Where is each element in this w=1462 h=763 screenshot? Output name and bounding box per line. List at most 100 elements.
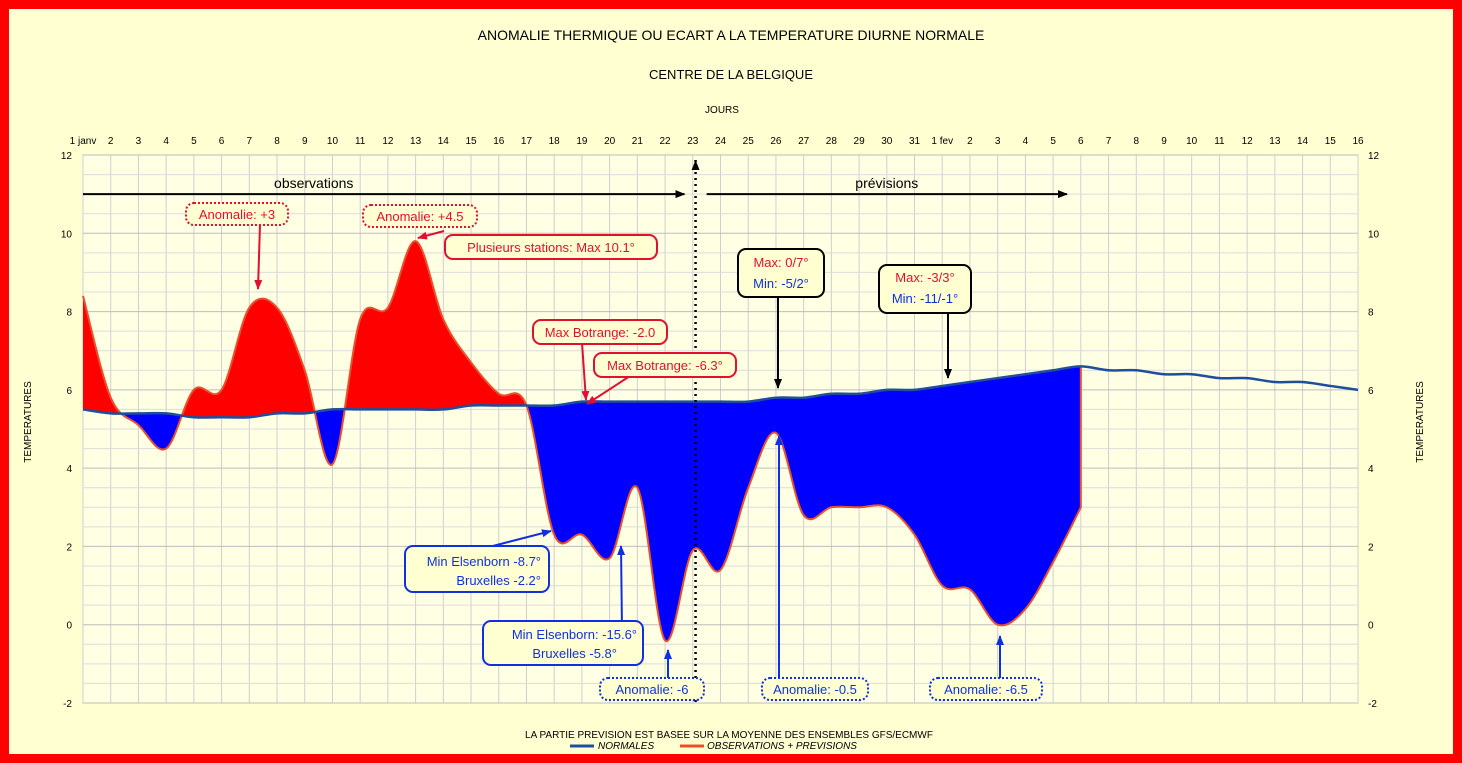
callout-forecast-2-box [878, 264, 972, 314]
x-tick-label: 2 [108, 136, 114, 147]
callout-anomaly-minus6: Anomalie: -6 [616, 682, 689, 697]
arrow-botrange-2 [581, 342, 590, 401]
callout-anomaly-plus45: Anomalie: +4.5 [376, 209, 463, 224]
x-tick-label: 13 [1269, 136, 1281, 147]
y-tick-label-left: 6 [66, 386, 72, 397]
callout-botrange-6: Max Botrange: -6.3° [607, 358, 723, 373]
callout-elsenborn-8-line1: Min Elsenborn -8.7° [427, 554, 541, 569]
callout-elsenborn-8-box [404, 545, 550, 593]
y-tick-label-right: 8 [1368, 308, 1374, 319]
x-tick-label: 20 [604, 136, 616, 147]
callout-elsenborn-15-box [482, 620, 644, 666]
callout-anomaly-plus45-box [362, 204, 478, 228]
x-tick-label: 8 [1133, 136, 1139, 147]
callout-anomaly-plus3: Anomalie: +3 [199, 207, 275, 222]
callout-anomaly-minus05: Anomalie: -0.5 [773, 682, 857, 697]
x-tick-label: 16 [493, 136, 505, 147]
series-line-observations [82, 240, 1082, 642]
x-tick-label: 6 [219, 136, 225, 147]
x-tick-label: 4 [163, 136, 169, 147]
x-tick-label: 19 [576, 136, 588, 147]
x-tick-label: 18 [549, 136, 561, 147]
x-tick-label: 9 [302, 136, 308, 147]
x-tick-label: 14 [1297, 136, 1309, 147]
x-tick-label: 5 [191, 136, 197, 147]
y-tick-labels: -2 -2 0 0 2 2 4 4 6 6 8 8 10 10 12 12 [61, 151, 1380, 710]
callout-forecast-2-min: Min: -11/-1° [892, 291, 958, 306]
callout-forecast-1-box [737, 248, 825, 298]
callout-botrange-2: Max Botrange: -2.0 [545, 325, 656, 340]
footnote: LA PARTIE PREVISION EST BASEE SUR LA MOY… [525, 730, 933, 741]
y-tick-label-right: 6 [1368, 386, 1374, 397]
x-tick-label: 27 [798, 136, 810, 147]
x-tick-label: 12 [1242, 136, 1254, 147]
x-tick-labels: 1 janv 2 3 4 5 6 7 8 9 10 11 12 13 14 15 16 17 18 19 20 2 1 2 2… [70, 136, 1364, 147]
x-tick-label: 31 [909, 136, 921, 147]
callout-botrange-6-box [593, 352, 737, 378]
callout-anomaly-minus6-box [599, 677, 705, 701]
x-axis-title: JOURS [705, 105, 739, 116]
y-axis-title-left: TEMPERATURES [23, 381, 34, 463]
x-tick-label: 14 [438, 136, 450, 147]
x-tick-label: 10 [327, 136, 339, 147]
x-tick-label: 2 [967, 136, 973, 147]
x-tick-label: 17 [521, 136, 533, 147]
period-arrows: observations prévisions [83, 160, 1068, 199]
arrow-anomaly-plus3 [254, 223, 263, 290]
y-axis-title-right: TEMPERATURES [1415, 381, 1426, 463]
callout-max-10-box [444, 234, 658, 260]
y-tick-label-left: 10 [61, 229, 73, 240]
x-tick-label: 5 [1050, 136, 1056, 147]
chart-title: ANOMALIE THERMIQUE OU ECART A LA TEMPERA… [478, 27, 985, 43]
y-tick-label-left: 4 [66, 464, 72, 475]
x-tick-label: 10 [1186, 136, 1198, 147]
series-line-normales [82, 365, 1359, 419]
period-arrow-label: observations [274, 175, 353, 191]
y-tick-label-right: 0 [1368, 621, 1374, 632]
x-tick-label: 15 [1325, 136, 1337, 147]
x-tick-label: 3 [995, 136, 1001, 147]
x-tick-label: 9 [1161, 136, 1167, 147]
callout-anomaly-minus05-box [761, 677, 869, 701]
callout-anomaly-plus3-box [185, 202, 289, 226]
x-tick-label: 6 [1078, 136, 1084, 147]
y-tick-label-right: 12 [1368, 151, 1380, 162]
y-tick-label-left: -2 [63, 699, 72, 710]
callout-max-10: Plusieurs stations: Max 10.1° [467, 240, 635, 255]
x-tick-label: 13 [410, 136, 422, 147]
legend-label-observations: OBSERVATIONS + PREVISIONS [707, 741, 857, 752]
arrow-botrange-6 [586, 375, 631, 405]
y-tick-label-right: -2 [1368, 699, 1377, 710]
x-tick-label: 22 [660, 136, 672, 147]
y-tick-label-right: 2 [1368, 542, 1374, 553]
arrow-max-10 [417, 230, 445, 240]
legend-label-normales: NORMALES [598, 741, 654, 752]
x-tick-label: 26 [770, 136, 782, 147]
x-tick-label: 12 [382, 136, 394, 147]
y-tick-label-left: 12 [61, 151, 73, 162]
x-tick-label: 7 [1106, 136, 1112, 147]
x-tick-label: 11 [355, 136, 366, 147]
x-tick-label: 8 [274, 136, 280, 147]
x-tick-label: 30 [881, 136, 893, 147]
x-tick-label: 28 [826, 136, 838, 147]
x-tick-label: 25 [743, 136, 755, 147]
x-tick-label: 24 [715, 136, 727, 147]
x-tick-label: 3 [136, 136, 142, 147]
y-tick-label-left: 0 [66, 621, 72, 632]
callout-anomaly-minus65-box [929, 677, 1043, 701]
chart-subtitle: CENTRE DE LA BELGIQUE [649, 67, 813, 82]
arrow-elsenborn-15 [617, 545, 626, 631]
callout-elsenborn-15-line2: Bruxelles -5.8° [532, 646, 617, 661]
x-tick-label: 1 fev [931, 136, 953, 147]
x-tick-label: 16 [1352, 136, 1364, 147]
callout-forecast-1-min: Min: -5/2° [753, 276, 809, 291]
x-tick-label: 15 [465, 136, 477, 147]
y-tick-label-right: 10 [1368, 229, 1380, 240]
x-tick-label: 29 [854, 136, 866, 147]
x-tick-label: 4 [1023, 136, 1029, 147]
callout-elsenborn-8-line2: Bruxelles -2.2° [456, 573, 541, 588]
x-tick-label: 1 janv [70, 136, 97, 147]
x-tick-label: 11 [1214, 136, 1225, 147]
